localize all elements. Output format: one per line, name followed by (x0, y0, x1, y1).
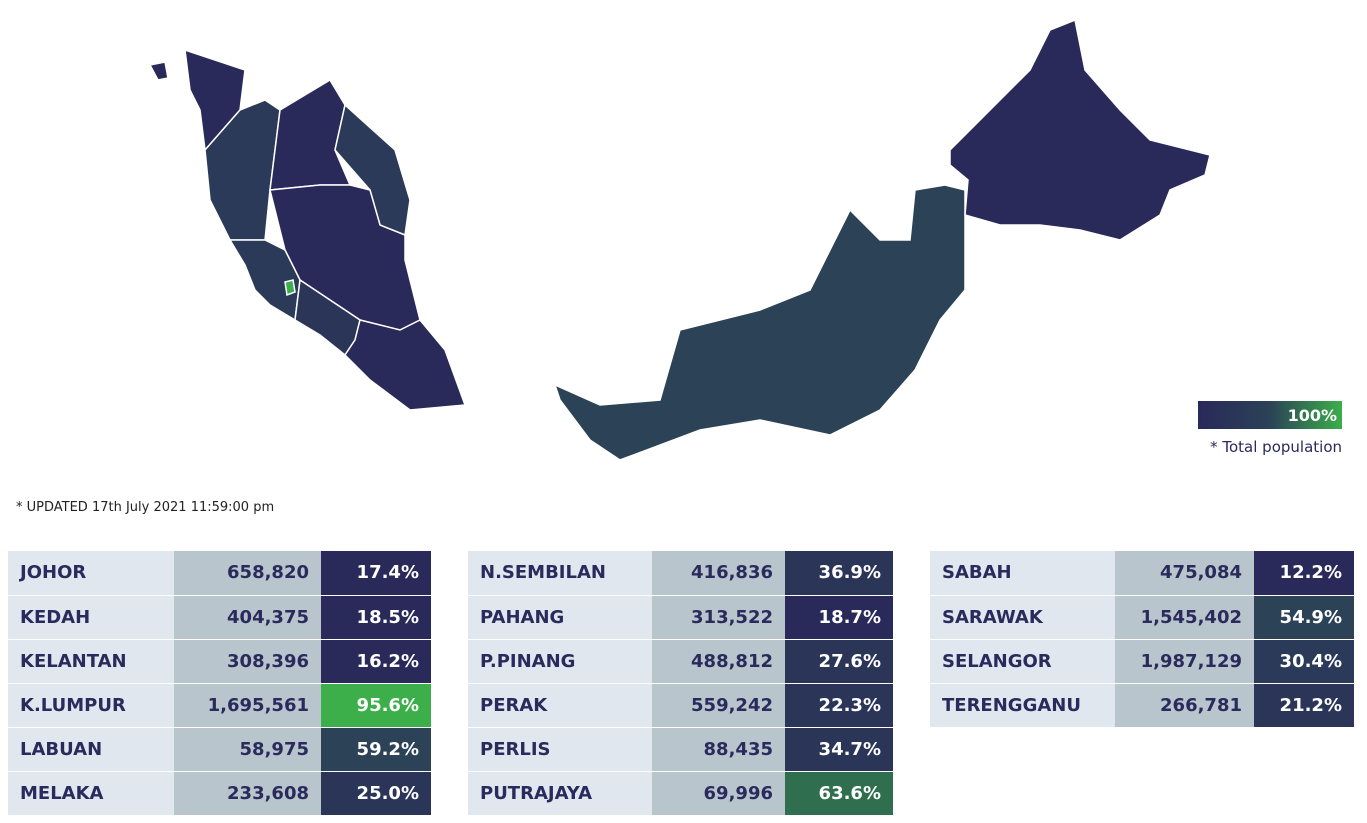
vaccinated-count: 1,987,129 (1115, 639, 1254, 684)
state-name: JOHOR (8, 551, 174, 596)
table-row: TERENGGANU 266,781 21.2% (930, 683, 1354, 728)
vaccinated-count: 233,608 (174, 771, 321, 816)
state-table: N.SEMBILAN 416,836 36.9% PAHANG 313,522 18.7%… (468, 551, 893, 816)
table-row: SARAWAK 1,545,402 54.9% (930, 595, 1354, 640)
vaccinated-percent: 17.4% (321, 551, 431, 596)
vaccinated-percent: 25.0% (321, 771, 431, 816)
state-shape (284, 279, 296, 297)
vaccinated-percent: 22.3% (785, 683, 893, 728)
vaccinated-count: 1,695,561 (174, 683, 321, 728)
state-name: PAHANG (468, 595, 652, 640)
legend-note: * Total population (1210, 438, 1342, 456)
vaccinated-percent: 95.6% (321, 683, 431, 728)
state-name: PUTRAJAYA (468, 771, 652, 816)
vaccinated-count: 559,242 (652, 683, 785, 728)
vaccinated-percent: 34.7% (785, 727, 893, 772)
vaccinated-count: 313,522 (652, 595, 785, 640)
state-shape (344, 319, 467, 411)
table-row: PERAK 559,242 22.3% (468, 683, 893, 728)
vaccinated-count: 58,975 (174, 727, 321, 772)
table-row: KELANTAN 308,396 16.2% (8, 639, 431, 684)
vaccinated-percent: 36.9% (785, 551, 893, 596)
vaccinated-percent: 30.4% (1254, 639, 1354, 684)
vaccinated-count: 416,836 (652, 551, 785, 596)
table-row: K.LUMPUR 1,695,561 95.6% (8, 683, 431, 728)
vaccinated-percent: 54.9% (1254, 595, 1354, 640)
state-name: MELAKA (8, 771, 174, 816)
state-name: KELANTAN (8, 639, 174, 684)
sarawak-shape (553, 184, 966, 461)
sabah-shape (949, 18, 1211, 241)
vaccinated-count: 1,545,402 (1115, 595, 1254, 640)
state-name: N.SEMBILAN (468, 551, 652, 596)
state-name: PERLIS (468, 727, 652, 772)
vaccinated-count: 308,396 (174, 639, 321, 684)
state-name: SELANGOR (930, 639, 1115, 684)
table-row: JOHOR 658,820 17.4% (8, 551, 431, 596)
state-table: JOHOR 658,820 17.4% KEDAH 404,375 18.5% KELANT… (8, 551, 431, 816)
table-row: PUTRAJAYA 69,996 63.6% (468, 771, 893, 816)
table-row: KEDAH 404,375 18.5% (8, 595, 431, 640)
state-name: LABUAN (8, 727, 174, 772)
vaccinated-count: 266,781 (1115, 683, 1254, 728)
vaccinated-count: 488,812 (652, 639, 785, 684)
vaccinated-percent: 16.2% (321, 639, 431, 684)
vaccinated-count: 658,820 (174, 551, 321, 596)
vaccinated-count: 88,435 (652, 727, 785, 772)
vaccinated-count: 404,375 (174, 595, 321, 640)
state-name: SABAH (930, 551, 1115, 596)
vaccinated-count: 69,996 (652, 771, 785, 816)
table-row: PERLIS 88,435 34.7% (468, 727, 893, 772)
vaccinated-percent: 27.6% (785, 639, 893, 684)
table-row: SABAH 475,084 12.2% (930, 551, 1354, 596)
table-row: P.PINANG 488,812 27.6% (468, 639, 893, 684)
state-name: K.LUMPUR (8, 683, 174, 728)
vaccinated-percent: 59.2% (321, 727, 431, 772)
legend-gradient (1198, 401, 1342, 429)
state-name: KEDAH (8, 595, 174, 640)
vaccinated-percent: 21.2% (1254, 683, 1354, 728)
peninsular-malaysia (148, 48, 467, 411)
state-name: TERENGGANU (930, 683, 1115, 728)
state-name: P.PINANG (468, 639, 652, 684)
table-row: MELAKA 233,608 25.0% (8, 771, 431, 816)
state-shape (148, 61, 169, 81)
vaccinated-percent: 63.6% (785, 771, 893, 816)
updated-note: * UPDATED 17th July 2021 11:59:00 pm (16, 500, 275, 515)
state-name: PERAK (468, 683, 652, 728)
vaccinated-percent: 18.5% (321, 595, 431, 640)
state-table: SABAH 475,084 12.2% SARAWAK 1,545,402 54.9% SE… (930, 551, 1354, 728)
table-row: SELANGOR 1,987,129 30.4% (930, 639, 1354, 684)
vaccinated-count: 475,084 (1115, 551, 1254, 596)
table-row: LABUAN 58,975 59.2% (8, 727, 431, 772)
vaccinated-percent: 12.2% (1254, 551, 1354, 596)
vaccinated-percent: 18.7% (785, 595, 893, 640)
table-row: N.SEMBILAN 416,836 36.9% (468, 551, 893, 596)
table-row: PAHANG 313,522 18.7% (468, 595, 893, 640)
state-name: SARAWAK (930, 595, 1115, 640)
legend-max: 100% (1288, 406, 1337, 425)
map: 100% * Total population (148, 18, 1342, 461)
